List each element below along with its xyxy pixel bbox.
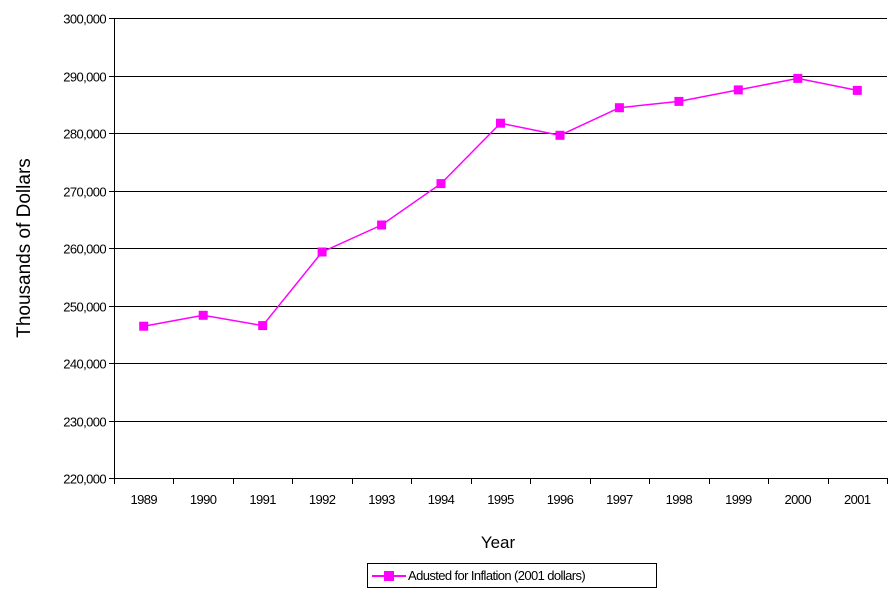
x-tick-label: 2001 (844, 492, 871, 507)
series-line (143, 77, 858, 327)
data-point (436, 179, 446, 189)
data-point (674, 96, 684, 106)
x-tick-label: 1991 (249, 492, 276, 507)
y-tick-labels: 220,000 230,000 240,000 250,000 260,000 270,0… (63, 12, 107, 487)
legend-swatch (372, 565, 406, 587)
x-tick-label: 2000 (785, 492, 812, 507)
x-tick-label: 1994 (428, 492, 455, 507)
data-point (614, 103, 624, 113)
data-point (377, 220, 387, 230)
legend-label: Adusted for Inflation (2001 dollars) (408, 568, 586, 583)
legend: Adusted for Inflation (2001 dollars) (367, 563, 657, 588)
data-point (733, 85, 743, 95)
data-point (555, 130, 565, 140)
x-tick-label: 1999 (725, 492, 752, 507)
gridlines (114, 18, 887, 479)
x-tick-labels: 1989 1990 1991 1992 1993 1994 1995 1996 1997 1998… (130, 492, 871, 507)
data-point (793, 73, 803, 83)
x-tick-label: 1993 (368, 492, 395, 507)
y-tick-label: 270,000 (63, 185, 106, 200)
data-point (317, 247, 327, 257)
data-point (258, 321, 268, 331)
y-tick-label: 260,000 (63, 242, 106, 257)
y-tick-label: 250,000 (63, 300, 106, 315)
y-axis-title: Thousands of Dollars (14, 158, 35, 338)
x-tick-label: 1996 (547, 492, 574, 507)
x-tick-label: 1989 (130, 492, 157, 507)
y-tick-label: 240,000 (63, 357, 106, 372)
x-tick-label: 1997 (606, 492, 633, 507)
y-tick-label: 230,000 (63, 415, 106, 430)
x-tick-label: 1995 (487, 492, 514, 507)
data-point (852, 85, 862, 95)
y-tick-label: 300,000 (63, 12, 106, 27)
x-tick-label: 1992 (309, 492, 336, 507)
y-tick-label: 290,000 (63, 70, 106, 85)
axes (109, 18, 888, 484)
x-tick-label: 1990 (190, 492, 217, 507)
x-tick-label: 1998 (666, 492, 693, 507)
y-tick-label: 220,000 (63, 472, 106, 487)
series-layer (139, 73, 862, 331)
data-point (198, 310, 208, 320)
data-point (139, 321, 149, 331)
y-tick-label: 280,000 (63, 127, 106, 142)
x-axis-title: Year (481, 533, 516, 552)
legend-marker-square (384, 570, 394, 581)
data-point (496, 118, 505, 128)
